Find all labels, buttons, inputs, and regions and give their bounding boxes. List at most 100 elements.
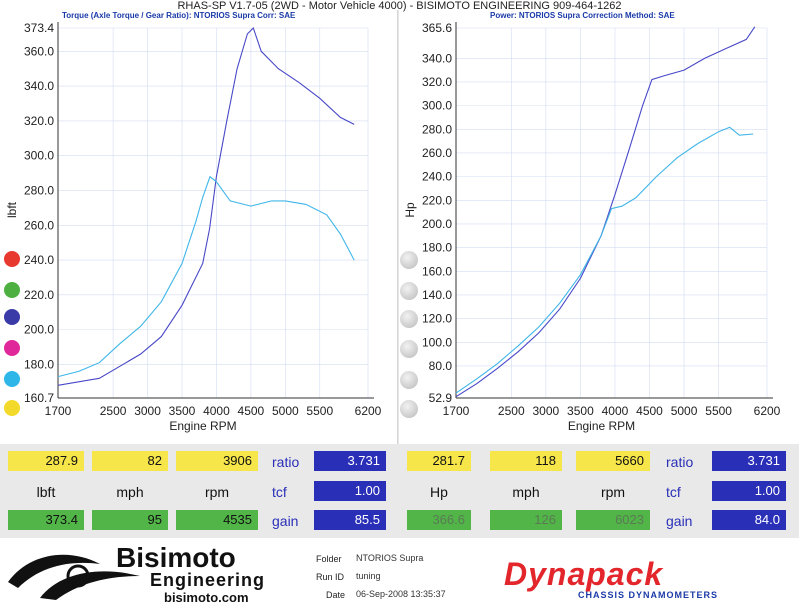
brand-line-2: Engineering <box>150 570 266 590</box>
chart-1-y-tick: 180.0 <box>422 241 452 255</box>
chart-1-x-tick: 4500 <box>636 404 663 418</box>
chart-0-x-tick: 4500 <box>238 404 265 418</box>
mph-label-left: mph <box>116 484 144 500</box>
peak-torque-rpm: 3906 <box>176 451 258 471</box>
folder-label: Folder <box>316 554 342 564</box>
left-chart-heading: Torque (Axle Torque / Gear Ratio): NTORI… <box>62 11 296 20</box>
chart-0-x-tick: 6200 <box>355 404 382 418</box>
max-hp-mph: 126 <box>490 510 562 530</box>
chart-0-series-0-line <box>57 26 355 386</box>
ratio-label-right: ratio <box>666 454 694 470</box>
chart-1-y-tick: 200.0 <box>422 217 452 231</box>
chart-0-x-tick: 3000 <box>134 404 161 418</box>
swatch-navy[interactable] <box>4 309 20 325</box>
chart-1-series-1-line <box>455 126 754 394</box>
peak-hp-value: 281.7 <box>407 451 471 471</box>
chart-1-x-tick: 5000 <box>671 404 698 418</box>
peak-torque-value: 287.9 <box>8 451 84 471</box>
swatch-yellow[interactable] <box>4 400 20 416</box>
chart-1-x-tick: 6200 <box>754 404 781 418</box>
chart-1-y-tick: 52.9 <box>429 391 453 405</box>
swatch-grey-5[interactable] <box>400 371 418 389</box>
swatch-red[interactable] <box>4 251 20 267</box>
tcf-value-right: 1.00 <box>712 481 786 501</box>
chart-1-x-tick: 4000 <box>602 404 629 418</box>
tcf-label-right: tcf <box>666 484 681 500</box>
chart-0-x-tick: 5500 <box>306 404 333 418</box>
chart-0-y-tick: 320.0 <box>24 114 54 128</box>
chart-1-y-tick: 120.0 <box>422 312 452 326</box>
chart-1-x-tick: 2500 <box>498 404 525 418</box>
lbft-label: lbft <box>36 484 56 500</box>
chart-0-y-tick: 160.7 <box>24 391 54 405</box>
chart-0-y-tick: 373.4 <box>24 21 54 35</box>
chart-0-y-tick: 300.0 <box>24 149 54 163</box>
swatch-grey-4[interactable] <box>400 340 418 358</box>
chart-1-y-tick: 240.0 <box>422 170 452 184</box>
runid-label: Run ID <box>316 572 345 582</box>
swatch-grey-1[interactable] <box>400 251 418 269</box>
dyno-charts: 1700 2500 3000 3500 4000 4500 5000 5500 6200 160.… <box>5 21 781 433</box>
chart-1-xlabel: Engine RPM <box>568 419 635 433</box>
peak-hp-mph: 118 <box>490 451 562 471</box>
chart-1-ylabel: Hp <box>403 202 417 218</box>
chart-0-xlabel: Engine RPM <box>169 419 236 433</box>
date-value: 06-Sep-2008 13:35:37 <box>356 589 446 599</box>
chart-0-x-tick: 3500 <box>169 404 196 418</box>
right-chart-heading: Power: NTORIOS Supra Correction Method: … <box>490 11 675 20</box>
runid-value: tuning <box>356 571 381 581</box>
tcf-label-left: tcf <box>272 484 287 500</box>
peak-torque-mph: 82 <box>92 451 168 471</box>
chart-1-x-tick: 1700 <box>443 404 470 418</box>
chart-1-y-tick: 160.0 <box>422 264 452 278</box>
swatch-grey-6[interactable] <box>400 400 418 418</box>
brand-line-1: Bisimoto <box>116 542 236 573</box>
chart-1-y-tick: 280.0 <box>422 122 452 136</box>
tcf-value-left: 1.00 <box>314 481 386 501</box>
rpm-label-left: rpm <box>204 484 230 500</box>
chart-1-y-tick: 140.0 <box>422 288 452 302</box>
page-fold <box>397 10 399 450</box>
chart-0-series-1-line <box>57 175 355 378</box>
ratio-value-right: 3.731 <box>712 451 786 471</box>
chart-1-y-tick: 340.0 <box>422 51 452 65</box>
folder-value: NTORIOS Supra <box>356 553 424 563</box>
chart-1-y-tick: 320.0 <box>422 75 452 89</box>
gain-label-left: gain <box>272 513 299 529</box>
ratio-label-left: ratio <box>272 454 300 470</box>
chart-0-y-tick: 200.0 <box>24 323 54 337</box>
swatch-grey-3[interactable] <box>400 310 418 328</box>
gain-label-right: gain <box>666 513 693 529</box>
max-torque-mph: 95 <box>92 510 168 530</box>
chart-0-ylabel: lbft <box>5 201 19 218</box>
date-label: Date <box>326 590 346 600</box>
swatch-grey-2[interactable] <box>400 282 418 300</box>
chart-1-y-tick: 80.0 <box>429 359 453 373</box>
max-torque-value: 373.4 <box>8 510 84 530</box>
rpm-label-right: rpm <box>600 484 626 500</box>
brand-url: bisimoto.com <box>164 590 249 604</box>
max-hp-rpm: 6023 <box>576 510 650 530</box>
chart-0-x-tick: 2500 <box>100 404 127 418</box>
chart-0-y-tick: 240.0 <box>24 253 54 267</box>
swatch-magenta[interactable] <box>4 340 20 356</box>
peak-hp-rpm: 5660 <box>576 451 650 471</box>
chart-0-y-tick: 220.0 <box>24 288 54 302</box>
gain-value-right: 84.0 <box>712 510 786 530</box>
bisimoto-swirl-icon <box>8 554 140 600</box>
chart-1-y-tick: 260.0 <box>422 146 452 160</box>
ratio-value-left: 3.731 <box>314 451 386 471</box>
hp-label: Hp <box>430 484 448 500</box>
chart-1-x-tick: 5500 <box>705 404 732 418</box>
max-torque-rpm: 4535 <box>176 510 258 530</box>
chart-1-y-tick: 220.0 <box>422 193 452 207</box>
swatch-green[interactable] <box>4 282 20 298</box>
chart-1-y-tick: 365.6 <box>422 21 452 35</box>
chart-0-x-tick: 5000 <box>272 404 299 418</box>
chart-0-y-tick: 260.0 <box>24 218 54 232</box>
chart-1-x-tick: 3000 <box>532 404 559 418</box>
bisimoto-logo <box>0 542 320 604</box>
swatch-cyan[interactable] <box>4 371 20 387</box>
gain-value-left: 85.5 <box>314 510 386 530</box>
max-hp-value: 366.6 <box>407 510 471 530</box>
